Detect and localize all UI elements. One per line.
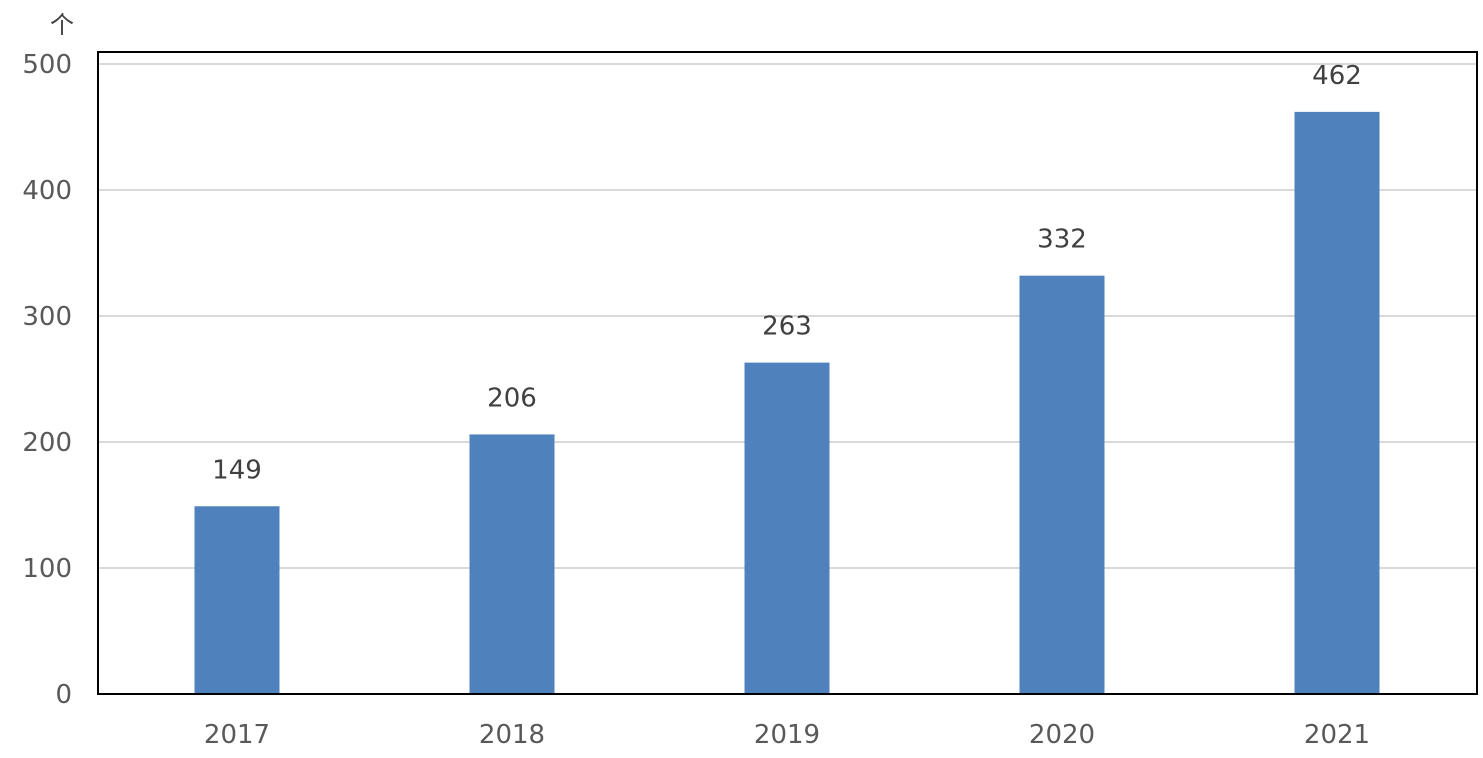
y-tick-label: 500: [22, 50, 72, 80]
x-tick-label-2019: 2019: [754, 720, 820, 750]
plot-area-frame: [97, 51, 1478, 695]
y-tick-label: 200: [22, 428, 72, 458]
y-tick-label: 400: [22, 176, 72, 206]
bar-2018: [469, 434, 555, 694]
x-tick-label-2018: 2018: [479, 720, 545, 750]
x-tick-label-2021: 2021: [1304, 720, 1370, 750]
y-tick-label: 100: [22, 554, 72, 584]
data-label-2018: 206: [487, 383, 537, 413]
x-tick-label-2020: 2020: [1029, 720, 1095, 750]
y-tick-label: 0: [55, 680, 72, 710]
grid-lines: [98, 63, 1477, 569]
data-labels: 149 206 263 332 462: [212, 61, 1362, 485]
x-axis-ticks: 2017 2018 2019 2020 2021: [204, 720, 1370, 750]
bar-2017: [194, 506, 280, 694]
data-label-2017: 149: [212, 455, 262, 485]
bars: [194, 111, 1380, 694]
data-label-2020: 332: [1037, 225, 1087, 255]
bar-2021: [1294, 111, 1380, 694]
data-label-2019: 263: [762, 312, 812, 342]
y-axis-unit-label: 个: [50, 11, 74, 39]
y-axis-ticks: 0 100 200 300 400 500: [22, 50, 72, 710]
x-tick-label-2017: 2017: [204, 720, 270, 750]
bar-2020: [1019, 275, 1105, 694]
bar-2019: [744, 362, 830, 694]
data-label-2021: 462: [1312, 61, 1362, 91]
y-tick-label: 300: [22, 302, 72, 332]
